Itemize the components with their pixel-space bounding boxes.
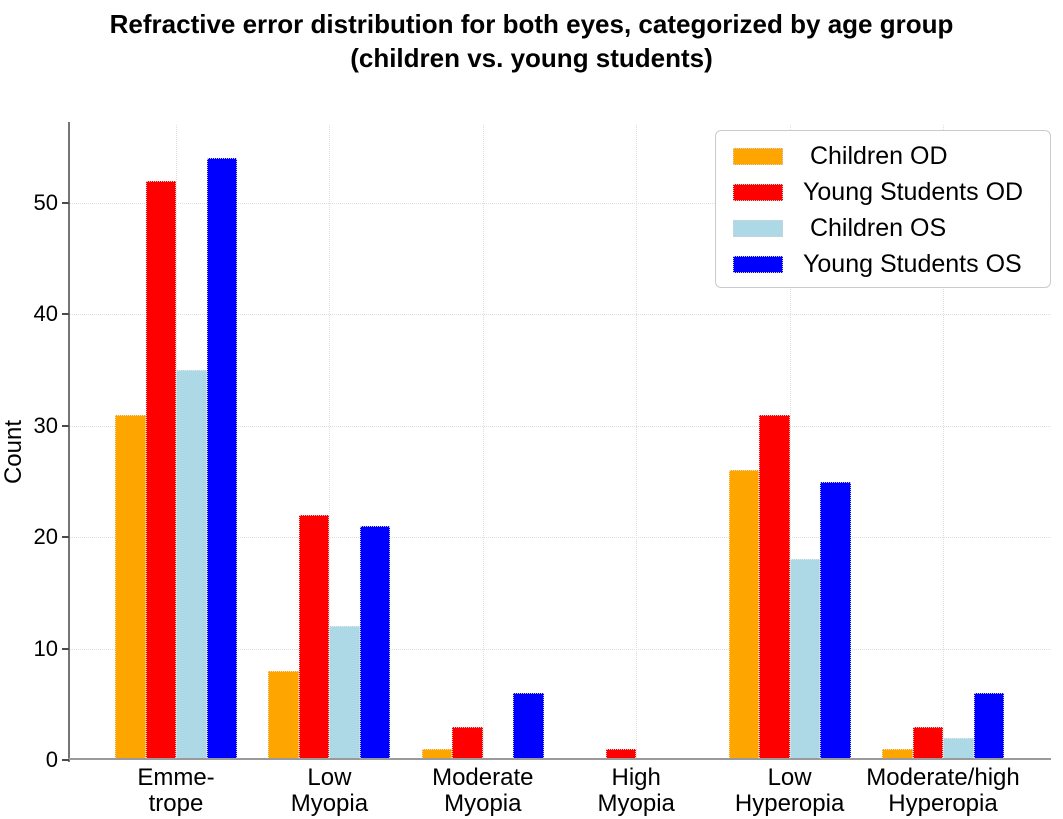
- y-tick-50: [62, 201, 69, 204]
- v-gridline-1: [329, 125, 331, 760]
- bar-young-students-od-1: [298, 514, 330, 760]
- v-gridline-4: [789, 125, 791, 760]
- legend-swatch-young-students-os: [733, 255, 783, 273]
- y-tick-10: [62, 647, 69, 650]
- x-category-label-2: Moderate Myopia: [432, 764, 534, 817]
- y-tick-20: [62, 536, 69, 539]
- bar-young-students-os-2: [513, 693, 544, 760]
- legend-label-children-od: Children OD: [803, 141, 948, 170]
- x-category-label-1: Low Myopia: [290, 764, 369, 817]
- bar-children-od-4: [728, 470, 760, 760]
- x-axis-spine: [68, 758, 1051, 760]
- bar-young-students-os-4: [820, 481, 851, 760]
- y-axis-spine: [68, 122, 70, 762]
- chart-title-line-1: Refractive error distribution for both e…: [109, 9, 954, 39]
- v-gridline-5: [943, 125, 944, 760]
- h-gridline-50: [70, 202, 1051, 204]
- legend-label-children-os: Children OS: [803, 213, 947, 242]
- y-tick-0: [62, 759, 69, 761]
- x-category-label-5: Moderate/high Hyperopia: [866, 764, 1020, 817]
- x-category-label-0: Emme- trope: [137, 764, 215, 817]
- bar-young-students-od-0: [145, 180, 176, 760]
- bar-young-students-od-2: [452, 726, 483, 760]
- legend-row-children-os: Children OS: [733, 210, 1050, 246]
- legend-row-young-students-od: Young Students OD: [733, 174, 1050, 210]
- x-category-label-4: Low Hyperopia: [734, 764, 845, 817]
- chart-title: Refractive error distribution for both e…: [0, 7, 1063, 75]
- y-tick-label-20: 20: [33, 524, 58, 550]
- legend: Children OD Young Students OD Children OS…: [715, 130, 1051, 288]
- bar-children-os-1: [329, 626, 360, 760]
- bar-young-students-od-5: [912, 726, 943, 760]
- y-tick-label-50: 50: [33, 189, 58, 215]
- y-tick-label-30: 30: [33, 412, 58, 438]
- v-gridline-2: [482, 125, 484, 760]
- bar-children-os-4: [789, 559, 821, 760]
- y-tick-label-10: 10: [33, 635, 58, 661]
- legend-row-children-od: Children OD: [733, 138, 1050, 174]
- bar-children-od-0: [115, 414, 146, 760]
- v-gridline-3: [636, 125, 638, 760]
- chart-title-line-2: (children vs. young students): [350, 43, 713, 73]
- h-gridline-30: [70, 425, 1051, 427]
- y-tick-30: [62, 424, 69, 427]
- bar-young-students-os-0: [206, 158, 237, 760]
- bar-young-students-od-4: [759, 414, 790, 760]
- bar-children-od-1: [268, 670, 299, 760]
- y-tick-label-0: 0: [45, 747, 58, 772]
- legend-row-young-students-os: Young Students OS: [733, 246, 1050, 282]
- h-gridline-20: [70, 537, 1051, 539]
- bar-young-students-os-1: [359, 526, 391, 760]
- legend-swatch-children-od: [733, 147, 783, 165]
- y-tick-label-40: 40: [33, 301, 58, 327]
- legend-label-young-students-od: Young Students OD: [803, 177, 1024, 206]
- bar-children-os-0: [176, 370, 207, 760]
- bar-children-os-5: [943, 737, 974, 760]
- legend-swatch-young-students-od: [733, 183, 783, 201]
- y-tick-40: [62, 313, 69, 316]
- h-gridline-10: [70, 648, 1051, 650]
- x-category-label-3: High Myopia: [597, 764, 675, 817]
- plot-area: [70, 125, 1051, 760]
- h-gridline-40: [70, 314, 1051, 316]
- legend-swatch-children-os: [733, 219, 783, 237]
- legend-label-young-students-os: Young Students OS: [803, 249, 1022, 278]
- bar-young-students-os-5: [973, 693, 1004, 760]
